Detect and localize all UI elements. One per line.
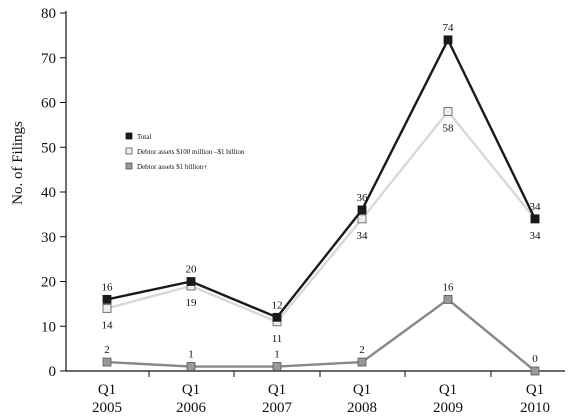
series-2	[102, 294, 540, 376]
legend-label: Debtor assets $1 billion+	[137, 163, 207, 171]
data-label: 58	[443, 122, 455, 134]
legend: Total Debtor assets $100 million –$1 bill…	[125, 132, 245, 171]
series-point	[530, 214, 540, 224]
series-0	[102, 35, 540, 322]
legend-marker	[125, 147, 133, 155]
data-label: 16	[102, 281, 114, 293]
data-label: 12	[272, 299, 283, 311]
data-label: 34	[530, 230, 542, 242]
legend-marker	[125, 132, 133, 140]
y-tick-label: 0	[49, 364, 57, 380]
series-line	[106, 38, 537, 319]
data-label: 36	[357, 192, 369, 204]
series-point	[272, 362, 282, 371]
x-tick-label-year: 2008	[347, 400, 377, 416]
x-axis-ticks: Q1 2005 Q1 2006 Q1 2007 Q1 2008 Q1 2009 Q1 2010	[92, 371, 550, 416]
series-point	[443, 107, 453, 116]
y-tick-label: 80	[41, 6, 56, 22]
x-tick-label-year: 2009	[433, 400, 463, 416]
series-point	[530, 366, 540, 376]
x-tick-label-quarter: Q1	[182, 382, 200, 398]
y-tick-label: 10	[41, 319, 56, 335]
legend-marker	[125, 162, 133, 170]
x-tick-label-year: 2007	[262, 400, 293, 416]
x-tick-label-year: 2005	[92, 400, 122, 416]
data-label: 14	[102, 319, 114, 331]
series-point	[186, 277, 196, 286]
series-line	[106, 110, 536, 323]
x-tick-label-quarter: Q1	[439, 382, 457, 398]
y-tick-label: 20	[41, 275, 56, 291]
data-label: 34	[530, 201, 542, 213]
legend-label: Total	[137, 133, 151, 141]
series-1	[102, 107, 540, 327]
data-label: 0	[532, 353, 538, 365]
data-label: 34	[357, 230, 369, 242]
data-label: 74	[443, 22, 455, 34]
y-tick-label: 40	[41, 185, 56, 201]
series-point	[102, 294, 112, 304]
series-point	[102, 303, 112, 313]
y-tick-label: 60	[41, 96, 56, 112]
x-tick-label-year: 2006	[176, 400, 207, 416]
x-tick-label-year: 2010	[520, 400, 550, 416]
data-label: 16	[443, 281, 455, 293]
data-label: 11	[272, 333, 283, 345]
series-line	[106, 298, 536, 372]
y-tick-label: 50	[41, 140, 56, 156]
x-tick-label-quarter: Q1	[353, 382, 371, 398]
series-point	[272, 312, 282, 322]
x-tick-label-quarter: Q1	[268, 382, 286, 398]
data-label: 1	[188, 349, 194, 361]
series-layer	[102, 35, 540, 376]
y-tick-label: 70	[41, 51, 56, 67]
series-point	[357, 357, 367, 367]
x-tick-label-quarter: Q1	[98, 382, 116, 398]
series-point	[186, 362, 196, 371]
data-label: 20	[186, 264, 198, 276]
series-point	[102, 357, 112, 367]
y-tick-label: 30	[41, 230, 56, 246]
series-point	[357, 214, 367, 224]
axes	[65, 11, 565, 372]
series-point	[357, 205, 367, 215]
data-label: 2	[359, 344, 365, 356]
series-point	[443, 294, 453, 304]
series-point	[443, 35, 453, 45]
y-axis-ticks: 0 10 20 30 40 50 60 70 80	[41, 6, 66, 380]
y-axis-title: No. of Filings	[10, 121, 26, 205]
data-label: 2	[104, 344, 110, 356]
legend-label: Debtor assets $100 million –$1 billion	[137, 148, 245, 156]
x-tick-label-quarter: Q1	[526, 382, 544, 398]
data-label: 19	[186, 297, 198, 309]
data-label: 1	[274, 349, 280, 361]
